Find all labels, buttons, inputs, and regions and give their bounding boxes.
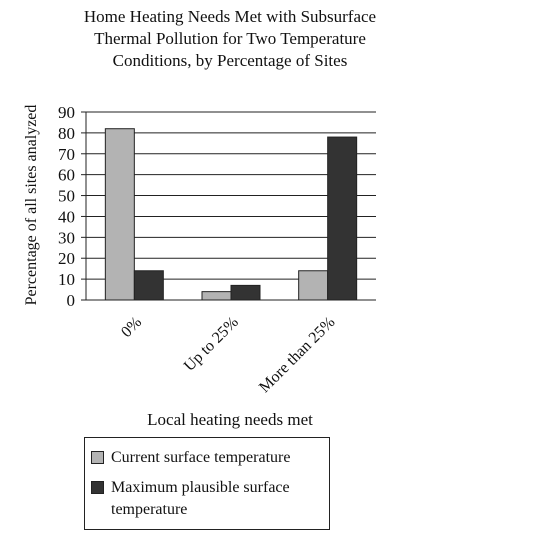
bar [230, 284, 261, 301]
x-tick-label: Up to 25% [181, 314, 242, 375]
x-axis-label: Local heating needs met [147, 410, 313, 429]
y-tick-label: 60 [58, 166, 75, 185]
legend-item-maximum: Maximum plausible surface temperature [91, 477, 323, 521]
chart-title-line: Home Heating Needs Met with Subsurface [83, 7, 377, 26]
y-tick-label: 0 [67, 291, 76, 310]
y-axis-label: Percentage of all sites analyzed [23, 105, 40, 306]
y-tick-label: 90 [58, 103, 75, 122]
y-tick-label: 70 [58, 145, 75, 164]
legend-label-maximum: Maximum plausible surface temperature [111, 479, 290, 518]
legend-swatch-maximum [91, 481, 104, 494]
bar [298, 270, 329, 301]
y-tick-label: 10 [58, 270, 75, 289]
x-tick-label: 0% [118, 314, 145, 341]
bar [327, 136, 358, 301]
y-tick-label: 20 [58, 249, 75, 268]
bar [201, 291, 232, 301]
chart-title-line: Conditions, by Percentage of Sites [112, 51, 348, 70]
bar [133, 270, 164, 301]
chart-title-line: Thermal Pollution for Two Temperature [94, 29, 366, 48]
y-tick-label: 40 [58, 207, 75, 226]
bars [104, 128, 358, 301]
legend: Current surface temperature Maximum plau… [84, 437, 330, 530]
chart-title: Home Heating Needs Met with Subsurface T… [50, 6, 410, 72]
bar [104, 128, 135, 301]
legend-label-current: Current surface temperature [111, 449, 291, 466]
legend-item-current: Current surface temperature [91, 447, 323, 469]
y-tick-label: 30 [58, 228, 75, 247]
y-tick-label: 50 [58, 187, 75, 206]
legend-swatch-current [91, 451, 104, 464]
x-tick-label: More than 25% [256, 314, 338, 396]
y-tick-label: 80 [58, 124, 75, 143]
